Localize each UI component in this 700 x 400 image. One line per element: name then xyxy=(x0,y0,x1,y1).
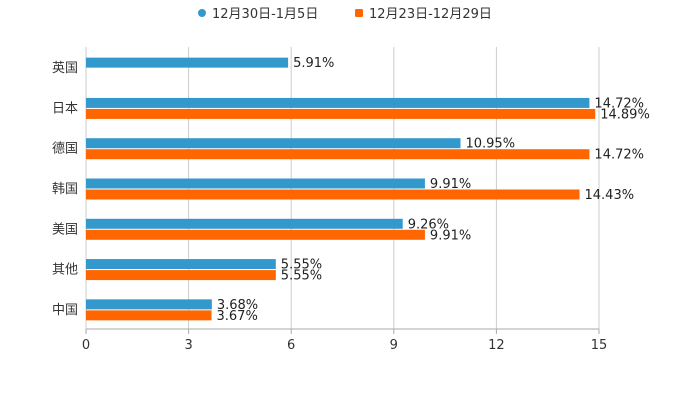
data-label: 5.91% xyxy=(293,56,334,71)
bar[interactable] xyxy=(86,259,276,270)
data-label: 9.91% xyxy=(430,228,471,243)
legend-label: 12月23日-12月29日 xyxy=(369,7,492,22)
bar[interactable] xyxy=(86,149,590,160)
legend-item[interactable]: 12月23日-12月29日 xyxy=(355,7,492,22)
data-label: 5.55% xyxy=(281,258,322,273)
bar[interactable] xyxy=(86,310,212,321)
bar[interactable] xyxy=(86,138,461,149)
legend-marker-square xyxy=(355,9,363,17)
x-tick-label: 0 xyxy=(82,338,90,353)
category-label: 韩国 xyxy=(52,182,78,197)
data-label: 14.72% xyxy=(594,96,644,111)
data-label: 14.89% xyxy=(600,107,650,122)
data-label: 3.68% xyxy=(217,298,258,313)
bar[interactable] xyxy=(86,229,425,240)
bar[interactable] xyxy=(86,108,596,119)
legend: 12月30日-1月5日 12月23日-12月29日 xyxy=(198,7,492,22)
labels: 英国 5.91%日本 14.72%14.89%德国 10.95%14.72%韩国 9.9… xyxy=(52,56,650,324)
data-label: 10.95% xyxy=(465,137,515,152)
data-label: 9.91% xyxy=(430,177,471,192)
axes: 0 3 6 9 12 15 xyxy=(82,328,608,353)
bar[interactable] xyxy=(86,57,289,68)
bar[interactable] xyxy=(86,299,212,310)
category-label: 其他 xyxy=(52,263,78,278)
x-tick-label: 3 xyxy=(184,338,192,353)
category-label: 英国 xyxy=(52,61,78,76)
bar[interactable] xyxy=(86,178,425,189)
x-tick-label: 15 xyxy=(591,338,608,353)
category-label: 中国 xyxy=(52,303,78,318)
data-label: 5.55% xyxy=(281,269,322,284)
data-label: 14.72% xyxy=(594,148,644,163)
x-tick-label: 12 xyxy=(488,338,505,353)
legend-label: 12月30日-1月5日 xyxy=(212,7,318,22)
x-tick-label: 9 xyxy=(390,338,398,353)
data-label: 9.26% xyxy=(408,217,449,232)
category-label: 美国 xyxy=(52,222,78,237)
legend-item[interactable]: 12月30日-1月5日 xyxy=(198,7,318,22)
data-label: 3.67% xyxy=(217,309,258,324)
bar[interactable] xyxy=(86,189,580,200)
bar[interactable] xyxy=(86,97,590,108)
bar[interactable] xyxy=(86,218,403,229)
data-label: 14.43% xyxy=(585,188,635,203)
x-tick-label: 6 xyxy=(287,338,295,353)
bars xyxy=(86,57,596,321)
category-label: 日本 xyxy=(52,101,78,116)
legend-marker-circle xyxy=(198,9,206,17)
bar[interactable] xyxy=(86,270,276,281)
category-label: 德国 xyxy=(52,142,78,157)
